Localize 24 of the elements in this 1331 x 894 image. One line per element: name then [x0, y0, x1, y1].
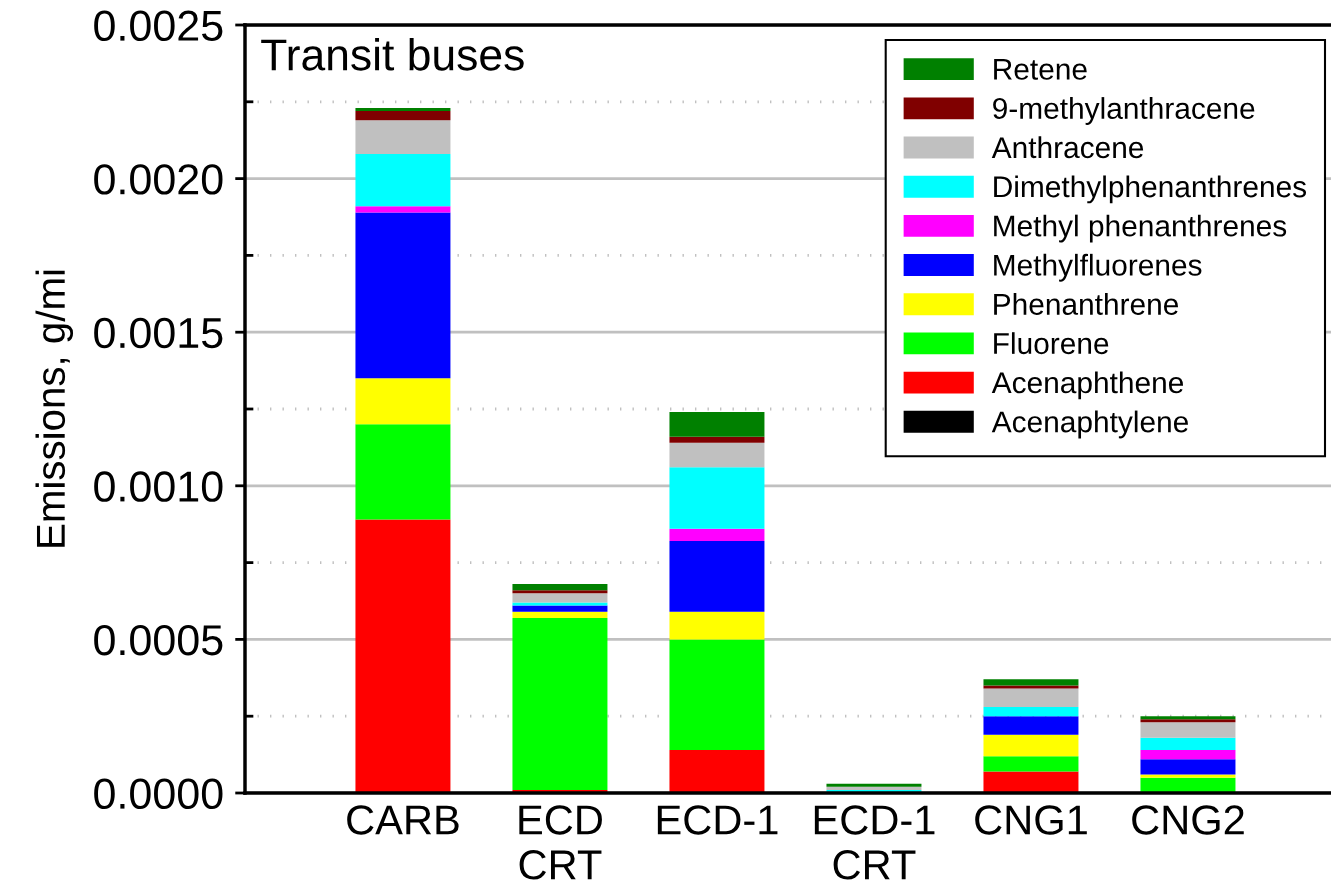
y-axis-title: Emissions, g/mi: [35, 270, 74, 547]
x-tick-label: CNG2: [1132, 805, 1244, 835]
legend-label: Fluorene: [994, 332, 1109, 355]
legend-label: Anthracene: [991, 136, 1144, 159]
x-tick-label: ECD-1: [657, 805, 778, 835]
legend-label: Acenaphtylene: [991, 410, 1188, 439]
legend-label: Phenanthrene: [994, 293, 1179, 315]
y-tick-label: 0.0020: [94, 164, 223, 195]
legend-label: Methyl phenanthrenes: [994, 214, 1287, 243]
y-tick-label: 0.0015: [94, 317, 223, 349]
chart-title: Transit buses: [261, 38, 524, 71]
x-tick-label: ECD-1 CRT: [814, 805, 935, 880]
y-tick-label: 0.0010: [94, 471, 223, 502]
x-tick-label: CARB: [347, 805, 459, 835]
y-tick-label: 0.0025: [94, 10, 223, 42]
x-tick-label: CNG1: [975, 805, 1087, 835]
legend-label: Dimethylphenanthrenes: [994, 175, 1307, 204]
y-tick-label: 0.0000: [94, 778, 223, 810]
legend-label: 9-methylanthracene: [993, 97, 1255, 125]
legend-label: Acenaphthene: [991, 371, 1183, 400]
y-tick-label: 0.0005: [94, 624, 223, 656]
legend-label: Retene: [994, 59, 1087, 80]
legend-label: Methylfluorenes: [994, 253, 1202, 282]
x-tick-label: ECD CRT: [519, 805, 602, 880]
